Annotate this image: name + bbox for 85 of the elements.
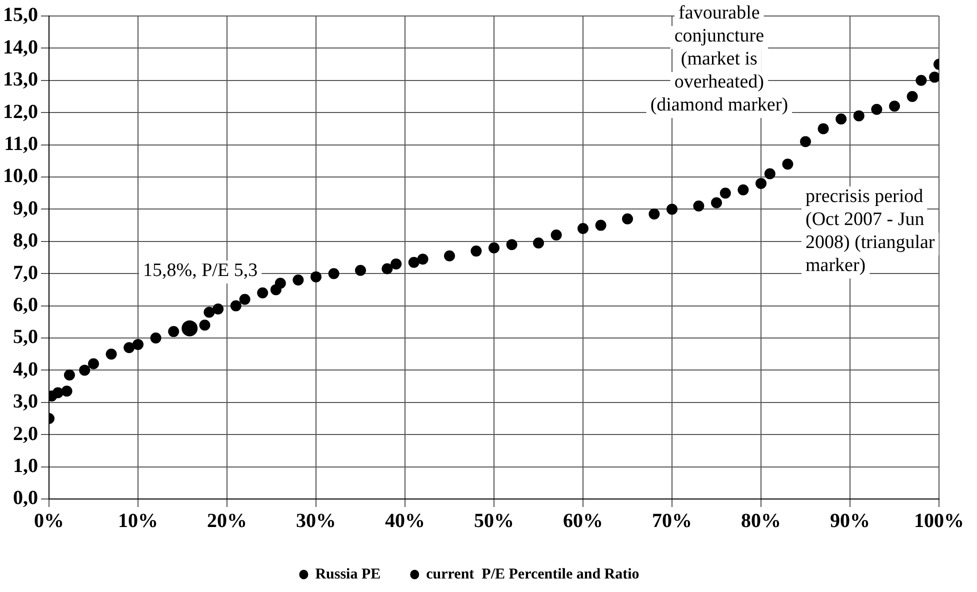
point: [906, 91, 918, 102]
point: [408, 256, 420, 268]
y-tick-label: 11,0: [4, 132, 38, 155]
y-tick-label: 9,0: [13, 197, 38, 220]
y-tick-label: 15,0: [3, 4, 38, 26]
annotation: favourable conjuncture (market is overheated) (diamond marker): [650, 2, 788, 116]
point: [889, 100, 900, 112]
point: [390, 258, 402, 270]
point: [929, 72, 939, 83]
x-tick-label: 40%: [385, 510, 425, 532]
x-tick-label: 60%: [563, 510, 603, 532]
point: [274, 278, 286, 289]
point: [310, 271, 322, 282]
point: [79, 364, 90, 376]
x-tick-label: 90%: [830, 510, 870, 532]
x-tick-label: 70%: [652, 510, 692, 532]
x-tick-label: 50%: [474, 510, 514, 532]
point: [738, 184, 749, 196]
point: [150, 332, 162, 344]
x-tick-label: 10%: [118, 510, 158, 532]
point: [836, 114, 847, 125]
annotation: 15,8%, P/E 5,3: [143, 260, 258, 281]
point: [800, 136, 811, 148]
point: [257, 287, 268, 298]
point: [199, 320, 210, 331]
point: [239, 294, 250, 305]
point: [292, 274, 304, 286]
y-tick-label: 3,0: [13, 390, 38, 413]
point: [132, 338, 144, 350]
point: [782, 158, 794, 170]
point: [871, 104, 882, 115]
point: [693, 200, 704, 212]
y-tick-label: 12,0: [3, 100, 38, 123]
y-tick-label: 8,0: [13, 230, 38, 252]
y-tick-label: 1,0: [13, 454, 38, 477]
point: [168, 326, 180, 338]
legend-label: current P/E Percentile and Ratio: [426, 566, 640, 582]
point: [204, 306, 215, 318]
point: [550, 229, 562, 240]
annotation: precrisis period (Oct 2007 - Jun 2008) (triangular marker): [806, 186, 936, 276]
x-tick-label: 80%: [741, 510, 781, 532]
point: [595, 220, 606, 231]
point: [355, 264, 366, 276]
point: [61, 386, 72, 397]
point: [382, 263, 393, 274]
x-tick-label: 30%: [296, 510, 336, 532]
point: [328, 268, 340, 280]
point: [470, 246, 482, 257]
point: [533, 238, 544, 249]
point: [648, 208, 660, 220]
point: [212, 304, 224, 315]
y-tick-label: 4,0: [13, 358, 38, 380]
point: [916, 74, 927, 86]
y-tick-label: 10,0: [3, 165, 38, 188]
point: [720, 188, 731, 199]
y-tick-label: 0,0: [13, 487, 38, 510]
point: [488, 242, 500, 254]
point: [818, 123, 829, 134]
point: [666, 204, 678, 215]
point: [444, 250, 455, 262]
point: [506, 239, 518, 250]
point: [52, 387, 64, 398]
y-tick-label: 6,0: [13, 294, 38, 316]
point: [764, 168, 776, 180]
point: [88, 358, 99, 370]
y-tick-label: 7,0: [13, 262, 38, 284]
point: [230, 300, 242, 312]
point: [711, 197, 722, 208]
y-tick-label: 5,0: [13, 326, 38, 348]
point: [756, 178, 766, 189]
legend-label: Russia PE: [315, 566, 381, 582]
point: [622, 213, 633, 224]
point: [182, 320, 198, 336]
point: [578, 223, 588, 234]
y-tick-label: 2,0: [13, 422, 38, 445]
point: [106, 348, 117, 360]
x-tick-label: 0%: [34, 510, 64, 532]
x-tick-label: 20%: [207, 510, 247, 532]
point: [853, 110, 864, 122]
point: [64, 370, 75, 381]
point: [417, 254, 428, 265]
y-tick-label: 13,0: [3, 68, 38, 91]
y-tick-label: 14,0: [3, 36, 38, 58]
x-tick-label: 100%: [914, 510, 964, 532]
point: [124, 342, 135, 354]
